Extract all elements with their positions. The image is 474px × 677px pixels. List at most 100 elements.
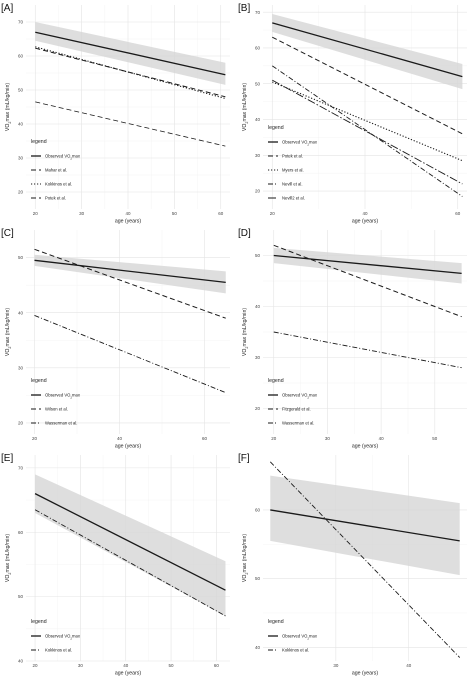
y-tick-label: 40 xyxy=(255,645,261,650)
x-axis-title: age (years) xyxy=(115,444,142,450)
y-axis-title: VO2max (mL/kg/min) xyxy=(242,534,249,582)
legend-label-nevill-et-al: Nevill et al. xyxy=(282,182,302,187)
x-tick-label: 20 xyxy=(32,436,38,441)
y-tick-label: 60 xyxy=(255,46,261,51)
legend-label-observed-vo2max: Observed VO2max xyxy=(45,154,81,161)
chart-svg-e: 20 30 40 50 60 40 50 60 70 [E] age (years) VO2max (… xyxy=(1,453,230,677)
confidence-band xyxy=(34,254,226,294)
legend-title: legend xyxy=(31,378,47,384)
x-tick-label: 20 xyxy=(33,211,39,216)
x-axis-title: age (years) xyxy=(352,444,379,450)
series-line-mahar-et-al xyxy=(35,47,226,98)
y-tick-label: 20 xyxy=(18,421,24,426)
x-axis-title: age (years) xyxy=(115,219,142,225)
legend-label-kokkinos-et-al: Kokkinos et al. xyxy=(45,648,72,653)
x-tick-label: 20 xyxy=(271,436,277,441)
x-tick-label: 20 xyxy=(270,211,276,216)
panel-label: [A] xyxy=(1,3,13,14)
x-tick-label: 50 xyxy=(432,436,438,441)
legend-title: legend xyxy=(268,378,284,384)
legend-label-observed-vo2max: Observed VO2max xyxy=(282,140,318,147)
legend-label-wasserman-et-al: Wasserman et al. xyxy=(45,421,77,426)
y-tick-label: 20 xyxy=(18,190,24,195)
y-tick-label: 50 xyxy=(18,255,24,260)
chart-panel-e: 20 30 40 50 60 40 50 60 70 [E] age (years) VO2max (… xyxy=(0,450,237,677)
legend-label-observed-vo2max: Observed VO2max xyxy=(282,393,318,400)
y-tick-label: 50 xyxy=(18,88,24,93)
panel-label: [D] xyxy=(238,228,251,239)
x-tick-label: 40 xyxy=(379,436,385,441)
confidence-band xyxy=(35,474,226,616)
chart-svg-f: 30 40 40 50 60 [F] age (years) VO2max (mL/kg/mi… xyxy=(238,453,467,677)
series-line-observed-vo2max xyxy=(34,493,226,591)
legend-label-nevill2-et-al: Nevill2 et al. xyxy=(282,196,305,201)
y-axis-title: VO2max (mL/kg/min) xyxy=(5,534,12,582)
legend-label-myers-et-al: Myers et al. xyxy=(282,168,304,173)
y-tick-label: 40 xyxy=(18,659,24,664)
series-line-wasserman-et-al xyxy=(273,331,462,369)
confidence-band xyxy=(273,247,462,284)
y-tick-label: 70 xyxy=(255,10,261,15)
y-tick-label: 30 xyxy=(255,355,261,360)
x-tick-label: 60 xyxy=(214,663,220,668)
y-tick-label: 60 xyxy=(255,508,261,513)
legend-label-observed-vo2max: Observed VO2max xyxy=(45,634,81,641)
series-line-observed-vo2max xyxy=(272,22,463,78)
legend-label-potek-et-al: Potek et al. xyxy=(282,154,303,159)
y-tick-label: 50 xyxy=(18,594,24,599)
legend-label-kokkinos-et-al: Kokkinos et al. xyxy=(45,182,72,187)
x-axis-title: age (years) xyxy=(115,671,142,677)
y-tick-label: 20 xyxy=(255,406,261,411)
y-axis-title: VO2max (mL/kg/min) xyxy=(242,83,249,131)
x-tick-label: 30 xyxy=(78,663,84,668)
chart-svg-c: 20 40 60 20 30 40 50 [C] age (years) VO2max (mL/k… xyxy=(1,228,230,450)
confidence-band xyxy=(272,13,463,90)
y-tick-label: 60 xyxy=(18,54,24,59)
legend-title: legend xyxy=(268,125,284,131)
chart-panel-a: 20 30 40 50 60 20 30 40 50 60 70 [A] age (years) VO2m… xyxy=(0,0,237,225)
series-line-kokkinos-et-al xyxy=(34,509,226,617)
y-tick-label: 40 xyxy=(255,304,261,309)
panel-label: [B] xyxy=(238,3,250,14)
series-line-nevill-et-al xyxy=(272,65,463,197)
panel-label: [F] xyxy=(238,453,250,464)
chart-panel-b: 20 40 60 20 30 40 50 60 70 [B] age (years) VO2max (… xyxy=(237,0,474,225)
x-tick-label: 40 xyxy=(125,211,131,216)
x-tick-label: 30 xyxy=(333,663,339,668)
series-line-observed-vo2max xyxy=(34,259,226,284)
series-line-observed-vo2max xyxy=(273,254,462,274)
legend-label-fitzgerald-et-al: Fitzgerald et al. xyxy=(282,407,311,412)
x-tick-label: 30 xyxy=(325,436,331,441)
legend-label-wilson-et-al: Wilson et al. xyxy=(45,407,68,412)
legend-label-kokkinos-et-al: Kokkinos et al. xyxy=(282,648,309,653)
panel-label: [C] xyxy=(1,228,14,239)
series-line-myers-et-al xyxy=(272,81,463,162)
chart-panel-f: 30 40 40 50 60 [F] age (years) VO2max (mL/kg/mi… xyxy=(237,450,474,677)
y-axis-title: VO2max (mL/kg/min) xyxy=(5,308,12,356)
series-line-nevill2-et-al xyxy=(272,79,463,185)
panel-label: [E] xyxy=(1,453,13,464)
x-tick-label: 30 xyxy=(79,211,85,216)
y-tick-label: 70 xyxy=(18,465,24,470)
y-tick-label: 30 xyxy=(18,156,24,161)
x-axis-title: age (years) xyxy=(352,219,379,225)
x-tick-label: 60 xyxy=(202,436,208,441)
x-tick-label: 40 xyxy=(123,663,129,668)
series-line-wasserman-et-al xyxy=(34,315,226,394)
legend-label-observed-vo2max: Observed VO2max xyxy=(282,634,318,641)
chart-svg-a: 20 30 40 50 60 20 30 40 50 60 70 [A] age (years) VO2m… xyxy=(1,3,230,225)
legend-title: legend xyxy=(268,619,284,625)
series-line-potek-et-al xyxy=(272,36,463,135)
x-tick-label: 50 xyxy=(172,211,178,216)
y-tick-label: 40 xyxy=(255,117,261,122)
legend-label-mahar-et-al: Mahar et al. xyxy=(45,168,67,173)
y-tick-label: 50 xyxy=(255,576,261,581)
x-tick-label: 50 xyxy=(169,663,175,668)
y-tick-label: 60 xyxy=(18,530,24,535)
chart-panel-c: 20 40 60 20 30 40 50 [C] age (years) VO2max (mL/k… xyxy=(0,225,237,450)
series-line-fitzgerald-et-al xyxy=(273,244,462,318)
series-line-potek-et-al xyxy=(35,101,226,147)
legend-title: legend xyxy=(31,619,47,625)
y-tick-label: 40 xyxy=(18,122,24,127)
x-tick-label: 60 xyxy=(455,211,461,216)
